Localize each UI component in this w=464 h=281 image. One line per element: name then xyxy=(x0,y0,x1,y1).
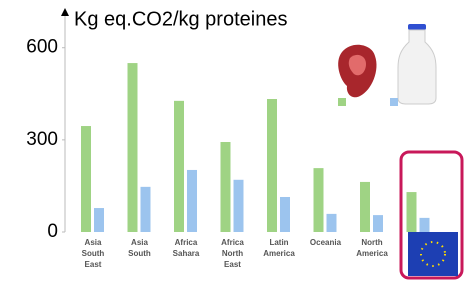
bar xyxy=(94,208,104,232)
bar xyxy=(234,180,244,232)
bar xyxy=(174,101,184,232)
chart: Kg eq.CO2/kg proteines 0 300 600 AsiaSouthE… xyxy=(0,0,464,281)
eu-flag xyxy=(408,232,458,276)
bar xyxy=(327,214,337,232)
x-tick-label: Oceania xyxy=(310,238,342,247)
chart-title: Kg eq.CO2/kg proteines xyxy=(74,8,287,30)
bar xyxy=(280,197,290,232)
bar xyxy=(373,215,383,232)
bar xyxy=(187,170,197,232)
y-tick-label: 300 xyxy=(26,129,58,150)
bar xyxy=(314,168,324,232)
bar xyxy=(221,142,231,232)
bar xyxy=(141,187,151,232)
bar xyxy=(267,99,277,232)
bar xyxy=(407,192,417,232)
legend-swatch xyxy=(338,98,346,106)
meat-icon xyxy=(338,45,376,98)
y-tick-label: 0 xyxy=(47,221,58,242)
bar xyxy=(128,63,138,232)
milk-icon xyxy=(398,24,436,104)
bar xyxy=(81,126,91,232)
bar xyxy=(360,182,370,232)
axis-arrow xyxy=(61,8,69,16)
y-tick-label: 600 xyxy=(26,37,58,58)
legend-swatch xyxy=(390,98,398,106)
bar xyxy=(420,218,430,232)
